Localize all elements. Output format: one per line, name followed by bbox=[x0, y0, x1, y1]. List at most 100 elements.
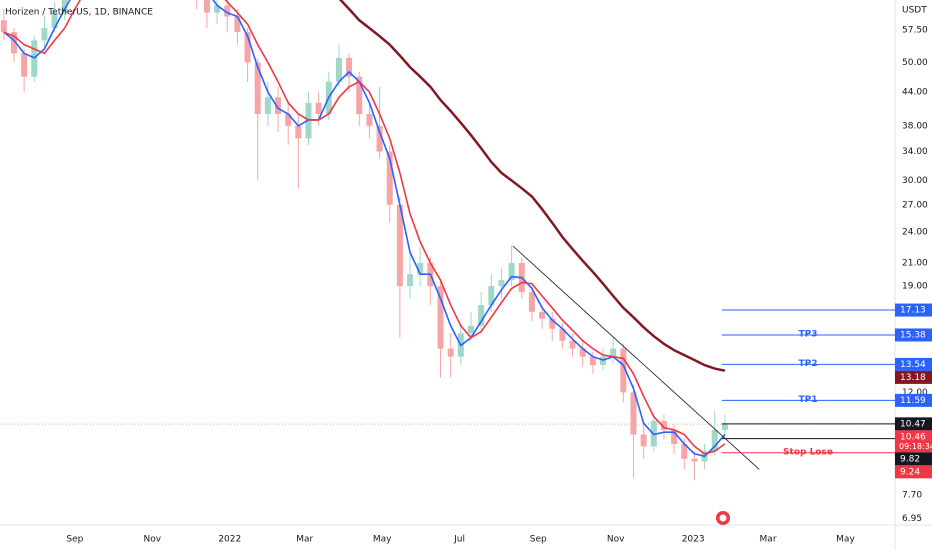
candle-body bbox=[386, 151, 393, 205]
price-badge bbox=[895, 465, 932, 479]
price-badge-label: 15.38 bbox=[900, 330, 926, 340]
y-tick-label: 19.00 bbox=[902, 282, 928, 292]
candle-body bbox=[234, 16, 241, 33]
candle-body bbox=[417, 262, 424, 275]
candle-body bbox=[285, 114, 292, 126]
candle-body bbox=[407, 274, 414, 287]
candle-body bbox=[610, 348, 617, 357]
level-label: TP2 bbox=[799, 359, 818, 369]
moving-average-line bbox=[3, 0, 726, 455]
candle-body bbox=[295, 125, 302, 139]
candle-body bbox=[549, 318, 556, 329]
moving-average-line bbox=[338, 0, 726, 372]
y-tick-label: 6.95 bbox=[902, 514, 922, 524]
x-tick-label: Jul bbox=[453, 535, 465, 545]
candle-body bbox=[41, 28, 48, 41]
x-tick-label: Nov bbox=[144, 535, 162, 545]
currency-label: USDT bbox=[902, 6, 927, 16]
candle-body bbox=[640, 434, 647, 447]
y-tick-label: 38.00 bbox=[902, 121, 928, 131]
y-tick-label: 44.00 bbox=[902, 87, 928, 97]
candle-body bbox=[528, 292, 535, 312]
price-badge bbox=[895, 417, 932, 431]
candle-body bbox=[681, 443, 688, 459]
y-tick-label: 34.00 bbox=[902, 147, 928, 157]
candle-body bbox=[214, 5, 221, 13]
candle-body bbox=[691, 458, 698, 462]
y-tick-label: 27.00 bbox=[902, 200, 928, 210]
x-tick-label: Nov bbox=[607, 535, 625, 545]
price-badge-label: 13.54 bbox=[900, 360, 926, 370]
x-tick-label: May bbox=[836, 535, 855, 545]
candle-body bbox=[478, 305, 485, 326]
event-icon-inner bbox=[719, 514, 727, 522]
y-tick-label: 50.00 bbox=[902, 58, 928, 68]
candle-body bbox=[315, 102, 322, 115]
candle-body bbox=[671, 429, 678, 444]
y-tick-label: 24.00 bbox=[902, 228, 928, 238]
candle-body bbox=[600, 356, 607, 366]
candle-body bbox=[224, 5, 231, 17]
y-tick-label: 7.70 bbox=[902, 490, 922, 500]
level-label: Stop Lose bbox=[783, 447, 833, 457]
candle-body bbox=[579, 348, 586, 357]
y-tick-label: 12.00 bbox=[902, 388, 928, 398]
candle-body bbox=[264, 97, 271, 115]
level-label: TP3 bbox=[799, 329, 818, 339]
candle-body bbox=[275, 97, 282, 115]
level-label: TP1 bbox=[799, 395, 818, 405]
price-badge bbox=[895, 370, 932, 384]
x-tick-label: Sep bbox=[66, 535, 83, 545]
price-badge bbox=[895, 328, 932, 342]
candle-body bbox=[569, 340, 576, 349]
price-badge bbox=[895, 303, 932, 317]
candle-body bbox=[10, 32, 17, 54]
candle-body bbox=[721, 424, 728, 430]
x-tick-label: May bbox=[373, 535, 392, 545]
candle-body bbox=[335, 57, 342, 82]
price-badge bbox=[895, 430, 932, 453]
candle-body bbox=[366, 114, 373, 126]
trend-line bbox=[512, 245, 760, 470]
countdown-label: 09:18:34 bbox=[899, 442, 932, 451]
candle-body bbox=[630, 392, 637, 435]
candle-body bbox=[539, 311, 546, 319]
candle-body bbox=[660, 421, 667, 430]
candle-body bbox=[376, 125, 383, 152]
price-badge-label: 11.59 bbox=[900, 396, 926, 406]
x-tick-label: 2023 bbox=[682, 535, 705, 545]
candle-body bbox=[559, 328, 566, 341]
candle-body bbox=[0, 20, 7, 33]
x-tick-label: 2022 bbox=[218, 535, 241, 545]
y-tick-label: 21.00 bbox=[902, 258, 928, 268]
candle-body bbox=[467, 325, 474, 334]
price-badge bbox=[895, 357, 932, 371]
x-tick-label: Sep bbox=[530, 535, 547, 545]
candle-body bbox=[396, 204, 403, 287]
candle-body bbox=[61, 0, 68, 13]
price-badge bbox=[895, 452, 932, 466]
price-badge-label: 10.46 bbox=[900, 432, 926, 442]
plot-area bbox=[0, 0, 895, 481]
candle-body bbox=[498, 280, 505, 287]
price-badge-label: 17.13 bbox=[900, 306, 926, 316]
candle-body bbox=[589, 356, 596, 366]
x-tick-label: Mar bbox=[296, 535, 313, 545]
candle-body bbox=[447, 348, 454, 357]
x-tick-label: Mar bbox=[760, 535, 777, 545]
candle-body bbox=[508, 262, 515, 281]
price-badge bbox=[895, 393, 932, 407]
candle-body bbox=[437, 286, 444, 349]
candle-body bbox=[488, 286, 495, 306]
candle-body bbox=[203, 0, 210, 13]
candle-body bbox=[21, 53, 28, 77]
y-tick-label: 30.00 bbox=[902, 176, 928, 186]
y-tick-label: 57.50 bbox=[902, 26, 928, 36]
candle-body bbox=[51, 12, 58, 29]
candle-body bbox=[620, 348, 627, 393]
candle-body bbox=[346, 57, 353, 77]
price-badge-label: 10.47 bbox=[900, 419, 926, 429]
candle-body bbox=[711, 429, 718, 452]
